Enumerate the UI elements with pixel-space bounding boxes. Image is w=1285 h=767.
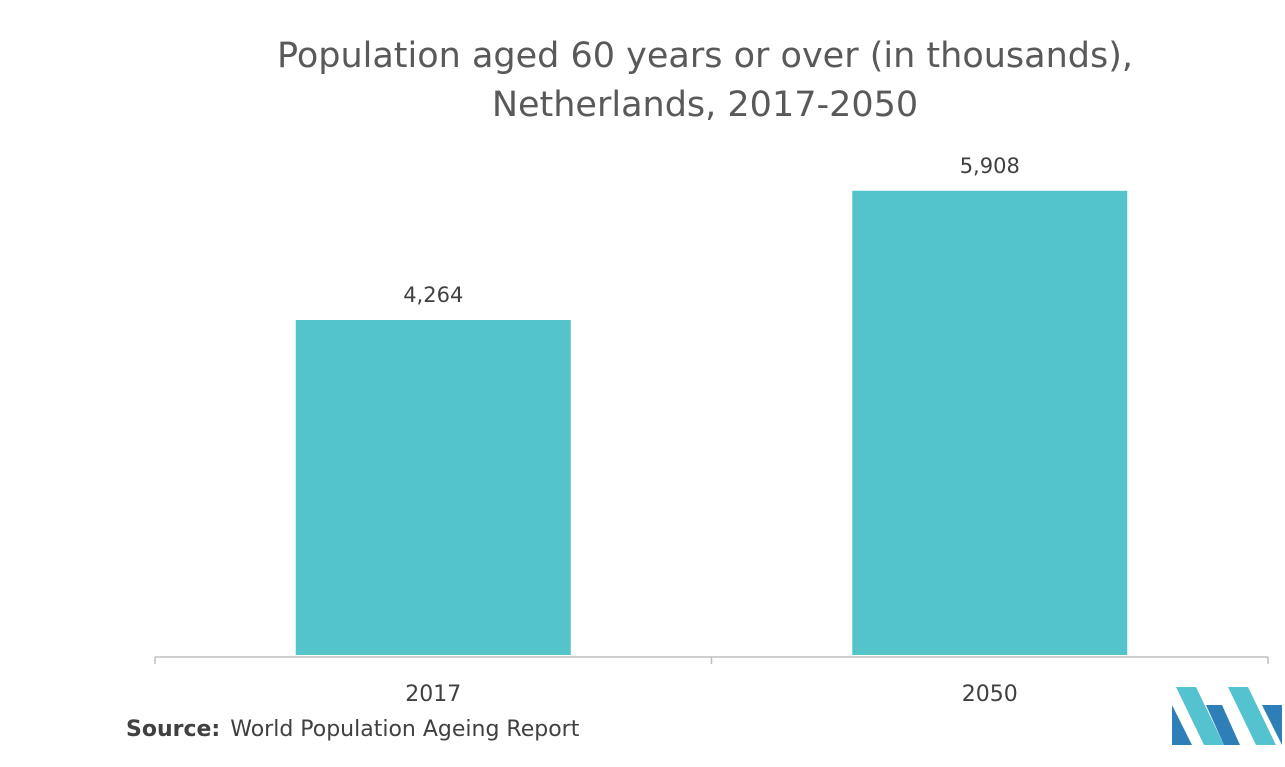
bar-2050 xyxy=(852,190,1128,656)
x-tick-label-2050: 2050 xyxy=(962,682,1018,707)
source-label: Source: xyxy=(126,717,221,742)
chart-title-line-1: Population aged 60 years or over (in tho… xyxy=(276,36,1134,76)
bar-2017 xyxy=(295,319,571,655)
mordor-intelligence-logo-icon xyxy=(1172,687,1282,745)
data-label-2050: 5,908 xyxy=(960,154,1020,178)
chart-title-line-2: Netherlands, 2017-2050 xyxy=(491,85,919,125)
data-label-2017: 4,264 xyxy=(403,283,463,307)
source-text: World Population Ageing Report xyxy=(230,717,580,742)
source-note: Source: World Population Ageing Report xyxy=(126,717,579,742)
chart-title: Population aged 60 years or over (in tho… xyxy=(0,32,1285,130)
x-tick-label-2017: 2017 xyxy=(405,682,461,707)
